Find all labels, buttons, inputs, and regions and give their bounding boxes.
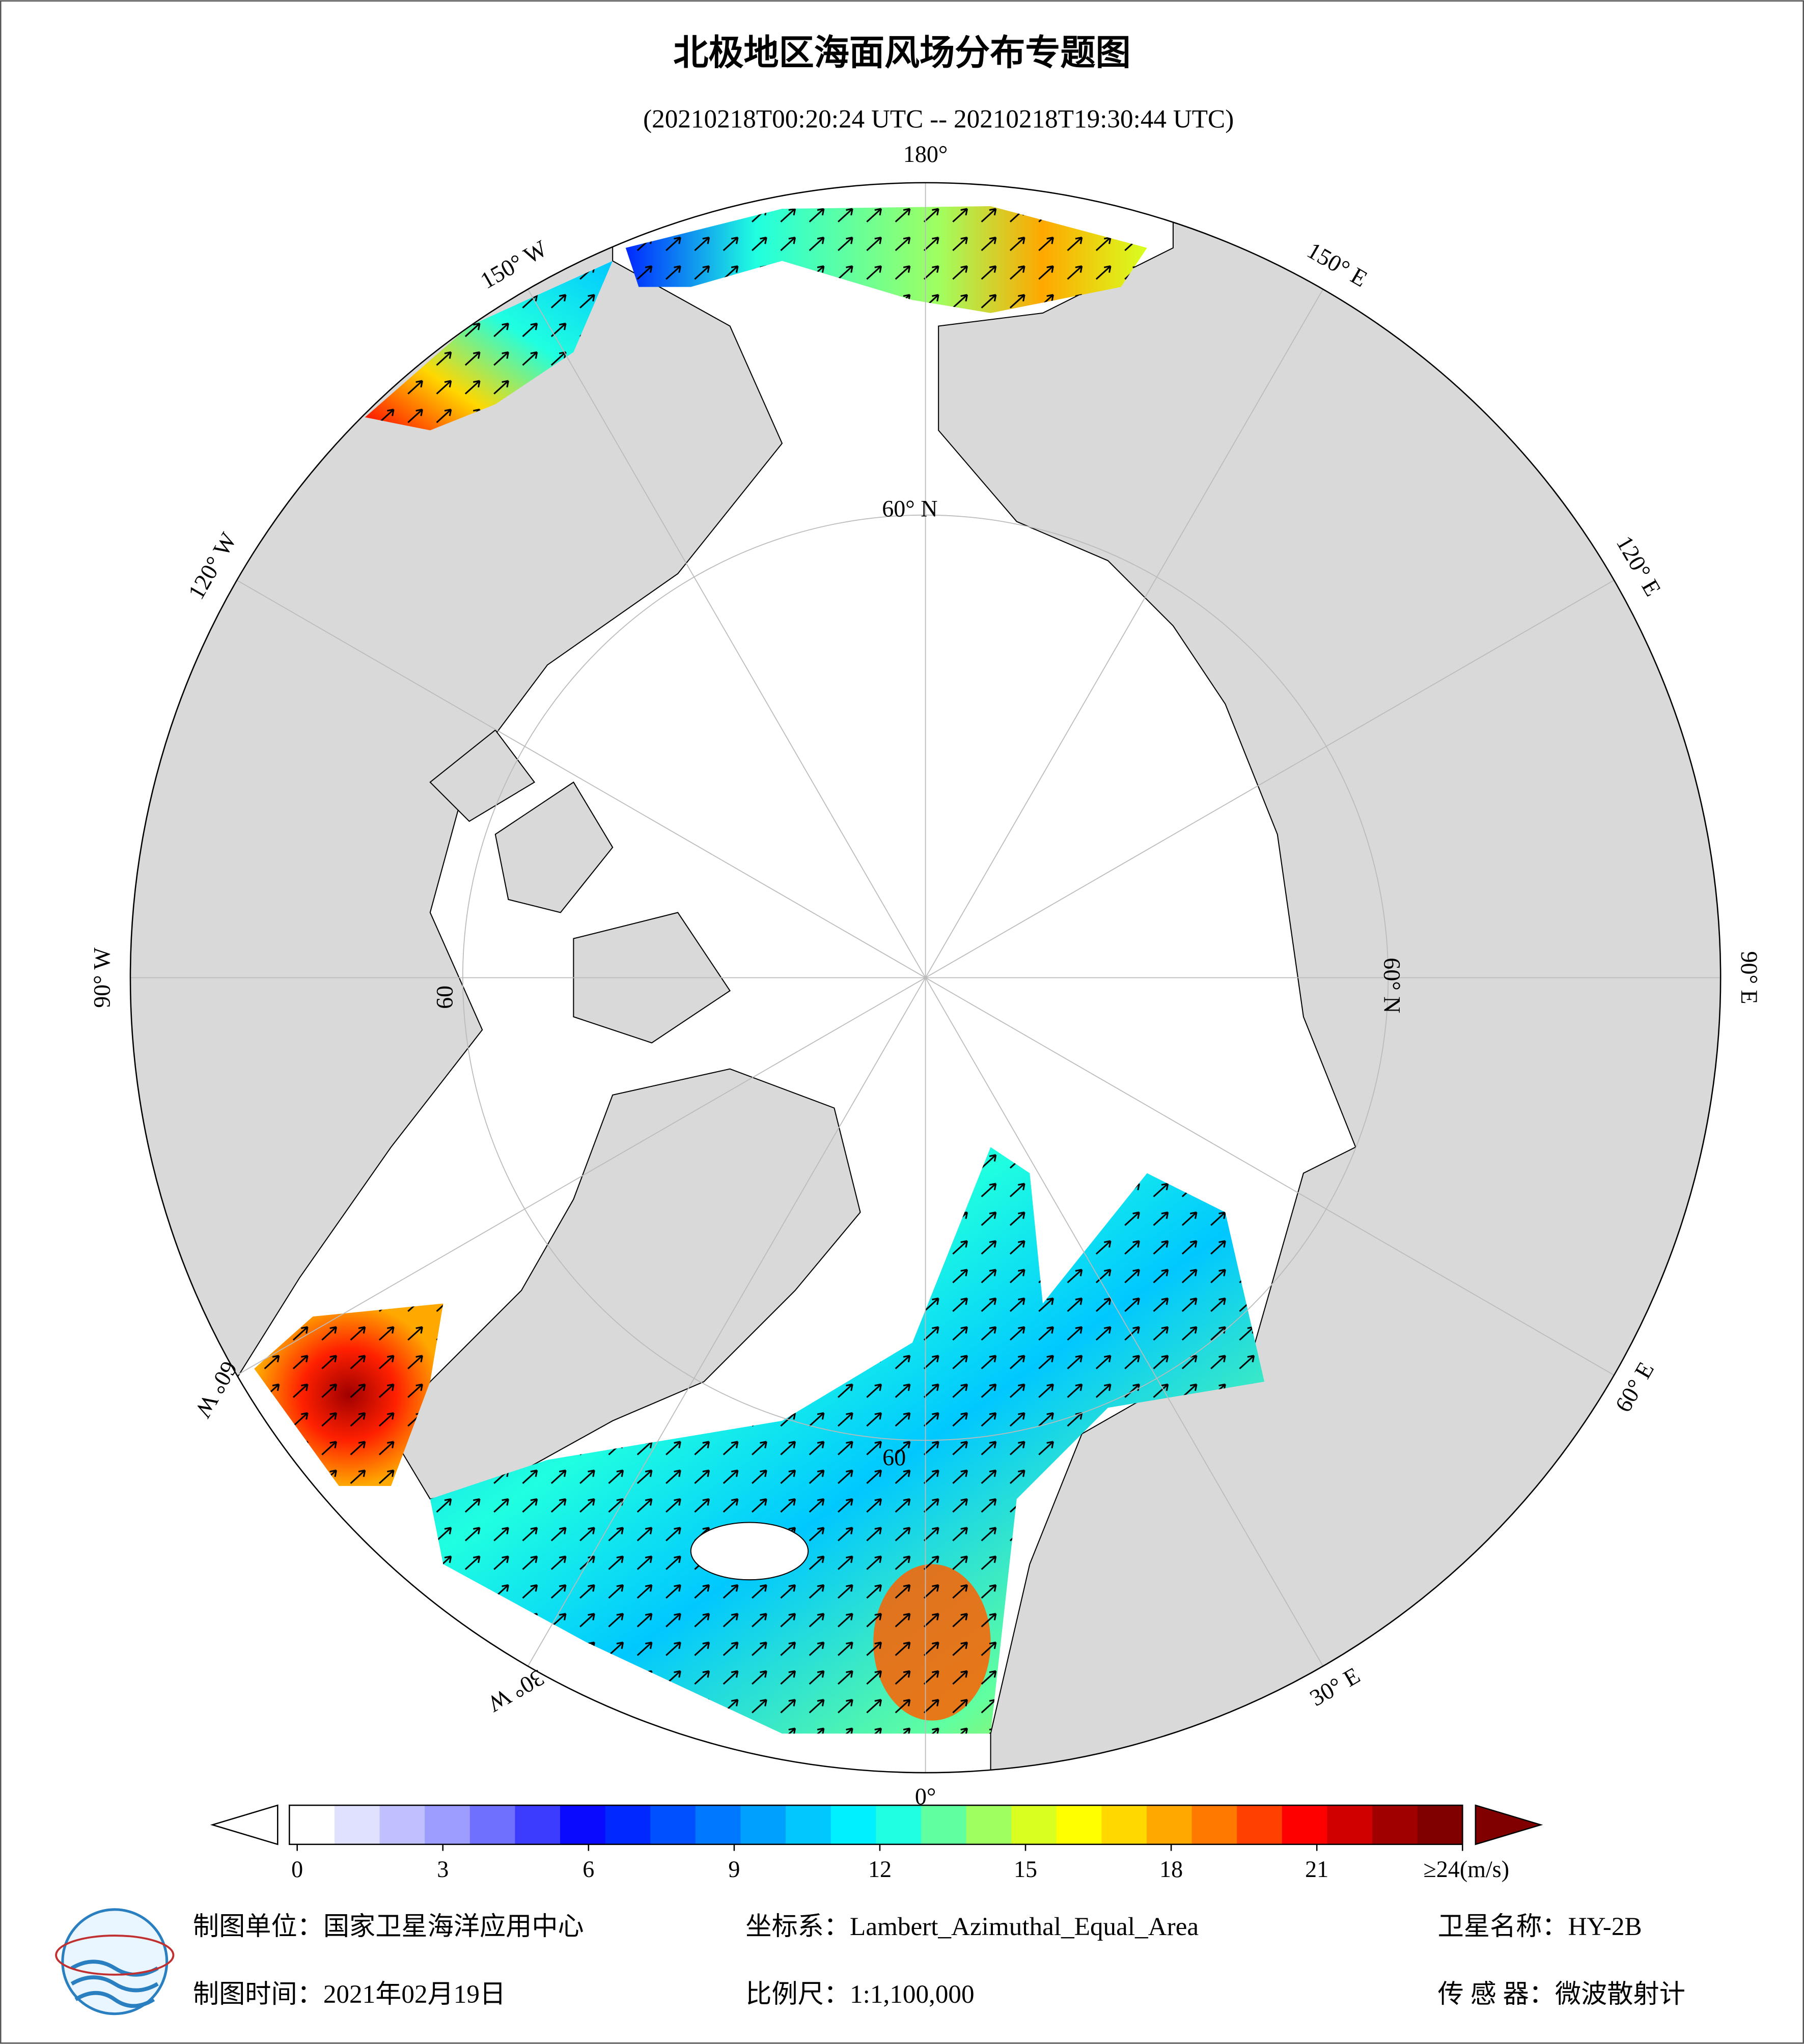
colorbar-segment (469, 1805, 516, 1844)
lon-label: 90° W (89, 947, 115, 1008)
colorbar-segment (289, 1805, 336, 1844)
colorbar-segment (425, 1805, 471, 1844)
meridian (528, 289, 926, 978)
colorbar-segment (921, 1805, 967, 1844)
colorbar-segment (1011, 1805, 1058, 1844)
colorbar-segment (695, 1805, 741, 1844)
colorbar-segment (515, 1805, 561, 1844)
lon-label: 90° E (1736, 951, 1762, 1004)
map (130, 182, 1721, 1773)
lat-label: 60 (432, 986, 458, 1009)
colorbar-min (210, 1804, 279, 1845)
meridian (528, 977, 926, 1667)
colorbar-tick-label: 15 (1014, 1856, 1037, 1882)
wind-arrows (254, 206, 1265, 1734)
map-border (129, 182, 1722, 1774)
colorbar-segment (1417, 1805, 1463, 1844)
colorbar-max (1475, 1804, 1543, 1845)
meridian (236, 579, 926, 978)
colorbar-segment (1327, 1805, 1373, 1844)
colorbar-segment (560, 1805, 606, 1844)
colorbar-segment (786, 1805, 831, 1844)
meridian (925, 579, 1615, 978)
arctic-islands (429, 729, 731, 1044)
lon-label: 180° (903, 141, 948, 167)
colorbar-segment (1282, 1805, 1328, 1844)
colorbar-segment (1101, 1805, 1148, 1844)
colorbar-tick-label: 18 (1159, 1856, 1183, 1882)
meridian (925, 977, 1615, 1376)
colorbar-segment (966, 1805, 1012, 1844)
colorbar: 0 3 6 9 12 15 18 21 ≥24(m/s) (210, 1804, 1543, 1882)
colorbar-segment (876, 1805, 922, 1844)
footer-crs: 坐标系：Lambert_Azimuthal_Equal_Area (745, 1912, 1199, 1941)
graticule (130, 182, 1721, 1773)
lat-label: 60° N (1379, 958, 1405, 1013)
greenland (390, 1068, 861, 1500)
colorbar-segment (1372, 1805, 1418, 1844)
colorbar-segment (1146, 1805, 1192, 1844)
colorbar-segment (830, 1805, 877, 1844)
colorbar-tick-label: 21 (1305, 1856, 1328, 1882)
colorbar-tick-label: 6 (582, 1856, 594, 1882)
logo (55, 1908, 175, 2015)
colorbar-tick-label: 3 (437, 1856, 449, 1882)
colorbar-segment (1056, 1805, 1102, 1844)
colorbar-segment (650, 1805, 697, 1844)
colorbar-frame (289, 1804, 1463, 1845)
colorbar-tick-label: 0 (291, 1856, 303, 1882)
footer-unit: 制图单位：国家卫星海洋应用中心 (193, 1912, 584, 1941)
title: 北极地区海面风场分布专题图 (673, 33, 1130, 73)
meridian (925, 289, 1324, 978)
subtitle: (20210218T00:20:24 UTC -- 20210218T19:30… (643, 104, 1234, 133)
footer-satellite: 卫星名称：HY-2B (1438, 1912, 1642, 1941)
footer-scale: 比例尺：1:1,100,000 (745, 1980, 974, 2009)
colorbar-segment (605, 1805, 651, 1844)
colorbar-segment (1191, 1805, 1238, 1844)
meridian (925, 977, 1324, 1667)
lat-label: 60 (882, 1444, 906, 1470)
lat-label: 60° N (882, 496, 937, 522)
colorbar-tick-label: 12 (868, 1856, 892, 1882)
colorbar-tick-label: 9 (728, 1856, 740, 1882)
footer-sensor: 传 感 器：微波散射计 (1438, 1980, 1685, 2009)
colorbar-segment (740, 1805, 787, 1844)
footer-date: 制图时间：2021年02月19日 (193, 1980, 506, 2009)
colorbar-segment (379, 1805, 426, 1844)
colorbar-segment (334, 1805, 380, 1844)
colorbar-segment (1237, 1805, 1283, 1844)
colorbar-tick-label: ≥24(m/s) (1423, 1856, 1509, 1882)
meridian (236, 977, 926, 1376)
iceland (690, 1522, 809, 1581)
